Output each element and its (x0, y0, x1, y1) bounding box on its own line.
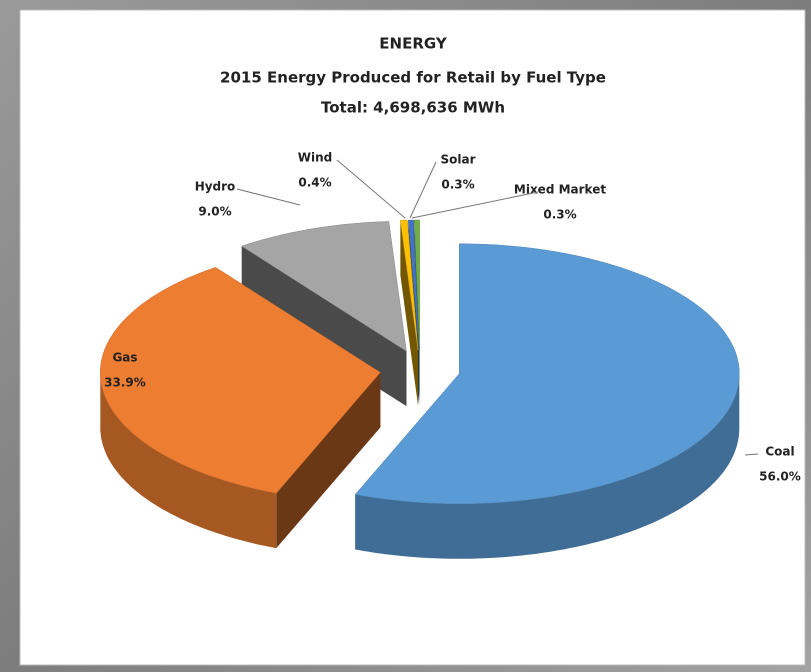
value-label: 0.3% (441, 178, 474, 192)
chart-title: ENERGY (379, 35, 448, 53)
category-label: Solar (440, 153, 475, 167)
chart: ENERGY 2015 Energy Produced for Retail b… (0, 0, 811, 672)
category-label: Hydro (195, 180, 236, 194)
category-label: Coal (765, 445, 794, 459)
value-label: 56.0% (759, 470, 801, 484)
chart-annotation: Total: 4,698,636 MWh (321, 99, 505, 117)
chart-subtitle: 2015 Energy Produced for Retail by Fuel … (220, 69, 606, 87)
value-label: 33.9% (104, 376, 146, 390)
category-label: Gas (112, 351, 137, 365)
category-label: Wind (298, 151, 332, 165)
value-label: 9.0% (198, 205, 231, 219)
value-label: 0.3% (543, 208, 576, 222)
value-label: 0.4% (298, 176, 331, 190)
